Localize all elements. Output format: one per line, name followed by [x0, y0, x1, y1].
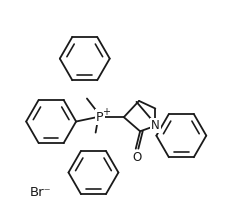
Text: P: P: [96, 111, 104, 124]
Text: +: +: [102, 107, 110, 117]
Text: Br⁻: Br⁻: [29, 186, 51, 199]
Text: O: O: [132, 151, 141, 164]
Text: N: N: [151, 119, 160, 132]
